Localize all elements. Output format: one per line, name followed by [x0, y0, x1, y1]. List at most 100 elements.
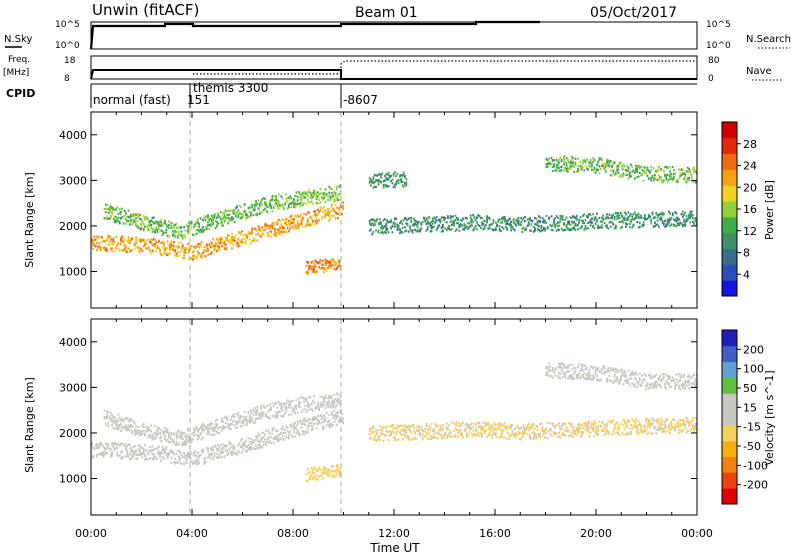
power-pixel [649, 215, 651, 218]
vel-pixel [317, 423, 319, 426]
vel-pixel [613, 426, 616, 429]
power-pixel [584, 225, 587, 228]
vel-pixel [474, 424, 477, 427]
vel-pixel [536, 428, 539, 431]
vel-pixel [248, 420, 251, 423]
power-pixel [621, 220, 624, 223]
power-pixel [575, 214, 578, 217]
vel-pixel [558, 422, 560, 425]
power-pixel [394, 225, 396, 228]
power-pixel [320, 217, 323, 221]
power-pixel [193, 245, 196, 248]
vel-pixel [221, 417, 223, 420]
power-pixel [247, 215, 250, 218]
power-pixel [258, 235, 261, 238]
power-pixel [271, 195, 274, 198]
power-pixel [330, 214, 333, 218]
power-pixel [270, 205, 273, 208]
vel-pixel [192, 462, 194, 465]
vel-pixel [133, 451, 136, 454]
cpid-normal: normal (fast) [93, 93, 171, 107]
power-pixel [152, 222, 155, 225]
power-pixel [314, 194, 317, 197]
vel-pixel [265, 429, 267, 432]
vel-pixel [305, 420, 308, 423]
power-pixel [385, 177, 387, 180]
power-pixel [315, 213, 318, 216]
vel-pixel [256, 435, 259, 438]
vel-pixel [218, 426, 221, 429]
vel-pixel [445, 436, 448, 439]
power-pixel [269, 203, 271, 206]
power-pixel [420, 227, 423, 230]
vel-pixel [683, 423, 685, 426]
vel-pixel [242, 443, 245, 446]
power-pixel [108, 208, 111, 211]
vel-pixel [130, 446, 132, 449]
vel-pixel [234, 451, 237, 454]
vel-pixel [132, 445, 135, 448]
vel-pixel [638, 423, 641, 426]
power-pixel [609, 220, 612, 223]
vel-pixel [647, 431, 650, 434]
vel-pixel [204, 460, 207, 463]
vel-pixel [570, 431, 573, 434]
power-pixel [169, 246, 172, 249]
power-pixel [669, 212, 671, 215]
vel-pixel [300, 422, 303, 425]
vel-pixel [275, 437, 278, 441]
vel-pixel [529, 436, 531, 440]
power-pixel [650, 169, 653, 172]
power-pixel [394, 217, 396, 220]
power-pixel [157, 247, 160, 250]
vel-pixel [640, 424, 642, 427]
vel-pixel [565, 426, 568, 429]
power-pixel [190, 226, 193, 229]
power-pixel [149, 249, 151, 252]
power-pixel [135, 241, 137, 244]
power-pixel [125, 245, 127, 248]
power-pixel [502, 227, 505, 230]
power-pixel [555, 214, 558, 218]
vel-pixel [193, 431, 196, 434]
vel-pixel [631, 418, 634, 421]
power-pixel [219, 238, 222, 241]
vel-pixel [142, 429, 145, 432]
power-pixel [226, 214, 228, 217]
vel-pixel [317, 478, 319, 481]
vel-pixel [484, 421, 487, 424]
power-pixel [507, 219, 510, 222]
vel-pixel [197, 434, 199, 437]
power-pixel [115, 246, 117, 249]
vel-pixel [583, 422, 586, 425]
power-pixel [668, 210, 670, 213]
power-pixel [578, 218, 581, 222]
vel-pixel [298, 401, 300, 404]
power-pixel [323, 266, 326, 269]
vel-pixel [327, 401, 329, 404]
power-pixel [212, 220, 214, 223]
vel-pixel [402, 424, 405, 428]
cpid-8607: -8607 [343, 93, 378, 107]
power-pixel [598, 216, 601, 220]
power-pixel [298, 215, 300, 219]
power-pixel [603, 164, 606, 167]
power-pixel [549, 223, 552, 226]
power-pixel [198, 229, 201, 232]
vel-pixel [271, 402, 274, 405]
power-pixel [107, 207, 110, 210]
power-pixel [207, 249, 209, 252]
vel-pixel [614, 422, 617, 426]
power-pixel [142, 245, 145, 248]
vel-pixel [276, 416, 279, 419]
vel-pixel [279, 403, 281, 406]
vel-pixel [482, 421, 485, 424]
power-pixel [570, 155, 573, 158]
power-pixel [592, 160, 594, 164]
power-pixel [161, 246, 164, 249]
power-pixel [622, 174, 625, 177]
power-pixel [264, 229, 266, 232]
power-pixel [284, 202, 286, 205]
power-pixel [246, 235, 249, 238]
vel-pixel [580, 431, 583, 434]
